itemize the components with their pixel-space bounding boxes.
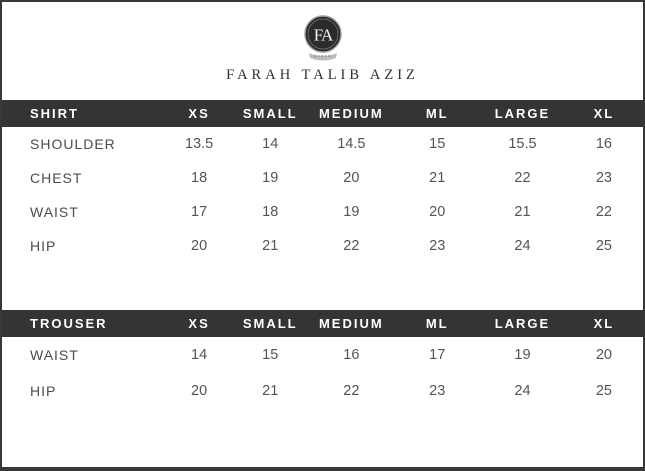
trouser-table-title: TROUSER — [2, 310, 167, 337]
cell-value: 14 — [262, 136, 279, 152]
column-header-large: LARGE — [480, 310, 565, 337]
column-header-medium: MEDIUM — [308, 100, 395, 127]
cell-value: 20 — [429, 204, 446, 220]
brand-name: FARAH TALIB AZIZ — [226, 67, 419, 83]
brand-logo-monogram: FA — [313, 26, 333, 45]
cell-value: 24 — [514, 383, 531, 399]
cell-value: 21 — [262, 383, 279, 399]
cell-value: 21 — [429, 170, 446, 186]
cell-value: 22 — [343, 383, 360, 399]
cell-value: 24 — [514, 238, 531, 254]
shirt-header-row: SHIRT XS SMALL MEDIUM ML LARGE XL — [2, 100, 643, 127]
cell-value: 18 — [191, 170, 208, 186]
cell-value: 16 — [595, 136, 612, 152]
cell-value: 13.5 — [184, 136, 214, 152]
cell-value: 17 — [429, 347, 446, 363]
cell-value: 19 — [343, 204, 360, 220]
column-header-small: SMALL — [232, 100, 309, 127]
cell-value: 23 — [429, 383, 446, 399]
cell-value: 17 — [191, 204, 208, 220]
table-row: CHEST 18 19 20 21 22 23 — [2, 161, 643, 195]
column-header-ml: ML — [394, 310, 481, 337]
row-label: WAIST — [30, 347, 79, 363]
cell-value: 21 — [514, 204, 531, 220]
trouser-header-row: TROUSER XS SMALL MEDIUM ML LARGE XL — [2, 310, 643, 337]
cell-value: 22 — [514, 170, 531, 186]
cell-value: 25 — [595, 238, 612, 254]
trouser-size-table: TROUSER XS SMALL MEDIUM ML LARGE XL WAIS… — [2, 310, 643, 409]
table-row: WAIST 14 15 16 17 19 20 — [2, 337, 643, 373]
row-label: HIP — [30, 383, 57, 399]
shirt-table-title: SHIRT — [2, 100, 167, 127]
table-row: WAIST 17 18 19 20 21 22 — [2, 195, 643, 229]
column-header-ml: ML — [394, 100, 481, 127]
column-header-xs: XS — [166, 100, 233, 127]
row-label: HIP — [30, 238, 57, 254]
cell-value: 16 — [343, 347, 360, 363]
cell-value: 15 — [262, 347, 279, 363]
cell-value: 18 — [262, 204, 279, 220]
row-label: WAIST — [30, 204, 79, 220]
column-header-xl: XL — [564, 310, 643, 337]
cell-value: 23 — [595, 170, 612, 186]
brand-logo-icon: FA — [303, 15, 342, 61]
cell-value: 15 — [429, 136, 446, 152]
cell-value: 20 — [343, 170, 360, 186]
row-label: SHOULDER — [30, 136, 116, 152]
cell-value: 20 — [191, 238, 208, 254]
shirt-size-table: SHIRT XS SMALL MEDIUM ML LARGE XL SHOULD… — [2, 100, 643, 263]
column-header-xs: XS — [166, 310, 233, 337]
table-row: SHOULDER 13.5 14 14.5 15 15.5 16 — [2, 127, 643, 161]
cell-value: 14 — [191, 347, 208, 363]
cell-value: 20 — [595, 347, 612, 363]
cell-value: 22 — [343, 238, 360, 254]
cell-value: 19 — [514, 347, 531, 363]
cell-value: 14.5 — [337, 136, 366, 152]
table-row: HIP 20 21 22 23 24 25 — [2, 229, 643, 263]
column-header-small: SMALL — [232, 310, 309, 337]
column-header-xl: XL — [564, 100, 643, 127]
brand-masthead: FA FARAH TALIB AZIZ — [2, 2, 643, 100]
cell-value: 21 — [262, 238, 279, 254]
cell-value: 20 — [191, 383, 208, 399]
cell-value: 22 — [595, 204, 612, 220]
table-row: HIP 20 21 22 23 24 25 — [2, 373, 643, 409]
brand-logo-ribbon — [308, 53, 337, 61]
column-header-medium: MEDIUM — [308, 310, 395, 337]
cell-value: 25 — [595, 383, 612, 399]
cell-value: 15.5 — [508, 136, 537, 152]
row-label: CHEST — [30, 170, 83, 186]
cell-value: 23 — [429, 238, 446, 254]
column-header-large: LARGE — [480, 100, 565, 127]
cell-value: 19 — [262, 170, 279, 186]
